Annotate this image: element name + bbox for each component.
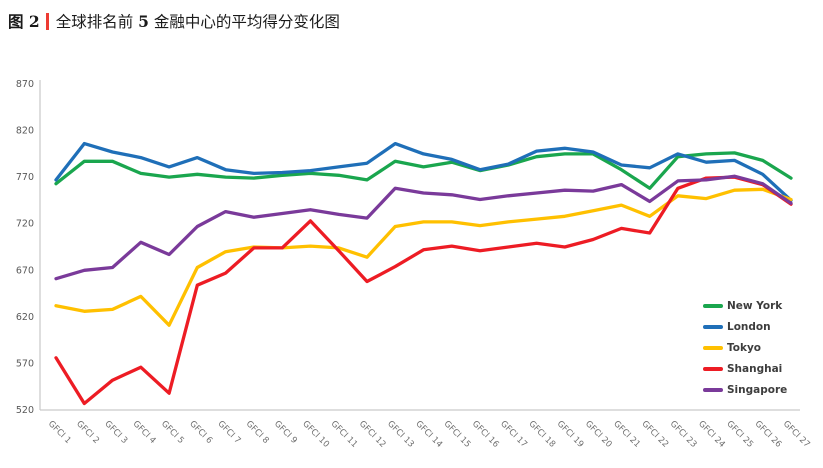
x-axis-label: GFCI 8 bbox=[244, 419, 271, 446]
legend-label: Shanghai bbox=[727, 363, 783, 375]
x-axis-label: GFCI 5 bbox=[159, 419, 186, 446]
x-axis-label: GFCI 20 bbox=[583, 419, 614, 450]
x-axis-label: GFCI 23 bbox=[668, 419, 699, 450]
series-line-new-york bbox=[54, 151, 793, 190]
legend-label: London bbox=[727, 321, 771, 333]
x-axis-label: GFCI 24 bbox=[696, 419, 727, 450]
legend-swatch-icon bbox=[703, 367, 723, 371]
legend-label: Tokyo bbox=[727, 342, 762, 354]
title-text-suffix: 金融中心的平均得分变化图 bbox=[148, 13, 340, 31]
legend-item-tokyo: Tokyo bbox=[703, 342, 787, 354]
x-axis-label: GFCI 26 bbox=[753, 419, 784, 450]
title-text-number: 5 bbox=[138, 12, 149, 31]
series-line-singapore bbox=[54, 174, 793, 281]
legend-item-new-york: New York bbox=[703, 300, 787, 312]
legend-item-london: London bbox=[703, 321, 787, 333]
x-axis-label: GFCI 19 bbox=[555, 419, 586, 450]
x-axis-label: GFCI 14 bbox=[413, 419, 444, 450]
x-axis-label: GFCI 2 bbox=[74, 419, 101, 446]
y-tick-label: 870 bbox=[16, 79, 34, 90]
legend-label: New York bbox=[727, 300, 783, 312]
x-axis-label: GFCI 21 bbox=[611, 419, 642, 450]
x-axis-label: GFCI 22 bbox=[640, 419, 671, 450]
x-axis-label: GFCI 17 bbox=[498, 419, 529, 450]
line-chart: 520 570 620 670 720 770 820 870 GFCI 1 GFCI 2 GFCI… bbox=[0, 60, 823, 468]
x-axis-label: GFCI 10 bbox=[300, 419, 331, 450]
x-axis-label: GFCI 9 bbox=[272, 419, 299, 446]
series-line-tokyo bbox=[54, 187, 793, 327]
x-axis-label: GFCI 4 bbox=[131, 419, 158, 446]
x-axis-label: GFCI 16 bbox=[470, 419, 501, 450]
title-divider-bar bbox=[45, 13, 49, 30]
figure-number: 图 2 bbox=[8, 12, 40, 31]
x-axis-label: GFCI 13 bbox=[385, 419, 416, 450]
y-tick-label: 820 bbox=[16, 126, 34, 137]
x-axis-label: GFCI 3 bbox=[102, 419, 129, 446]
y-tick-label: 720 bbox=[16, 219, 34, 230]
x-axis-label: GFCI 11 bbox=[329, 419, 360, 450]
chart-legend: New York London Tokyo Shanghai Singapore bbox=[703, 300, 787, 396]
x-axis-label: GFCI 12 bbox=[357, 419, 388, 450]
legend-swatch-icon bbox=[703, 325, 723, 329]
x-axis-label: GFCI 25 bbox=[724, 419, 755, 450]
legend-item-shanghai: Shanghai bbox=[703, 363, 787, 375]
series-line-shanghai bbox=[54, 175, 793, 406]
legend-item-singapore: Singapore bbox=[703, 384, 787, 396]
legend-swatch-icon bbox=[703, 304, 723, 308]
y-tick-label: 670 bbox=[16, 265, 34, 276]
x-axis-label: GFCI 27 bbox=[781, 419, 812, 450]
legend-swatch-icon bbox=[703, 346, 723, 350]
x-axis-label: GFCI 15 bbox=[442, 419, 473, 450]
x-axis-label: GFCI 6 bbox=[187, 419, 214, 446]
legend-swatch-icon bbox=[703, 388, 723, 392]
figure-title: 图 2 全球排名前 5 金融中心的平均得分变化图 bbox=[8, 10, 340, 32]
series-line-london bbox=[54, 141, 793, 203]
x-axis-label: GFCI 1 bbox=[46, 419, 73, 446]
x-axis-label: GFCI 7 bbox=[215, 419, 242, 446]
y-tick-label: 520 bbox=[16, 405, 34, 416]
y-tick-label: 570 bbox=[16, 358, 34, 369]
legend-label: Singapore bbox=[727, 384, 788, 396]
title-text-prefix: 全球排名前 bbox=[55, 13, 139, 31]
y-tick-label: 620 bbox=[16, 312, 34, 323]
x-axis-label: GFCI 18 bbox=[526, 419, 557, 450]
y-tick-label: 770 bbox=[16, 172, 34, 183]
